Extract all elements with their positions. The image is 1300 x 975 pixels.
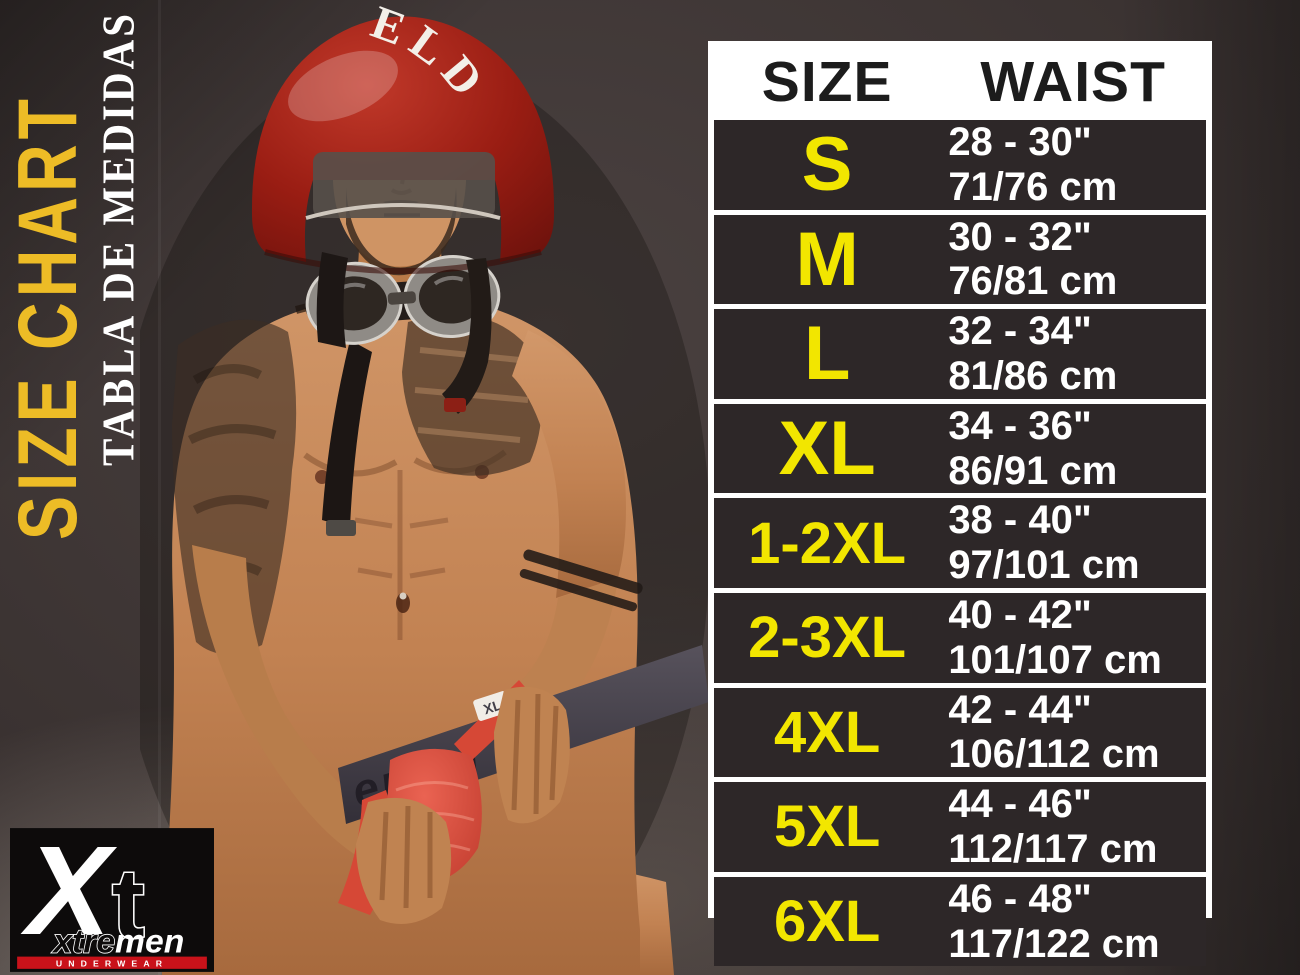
svg-text:XL: XL bbox=[481, 696, 503, 717]
helmet: ELD bbox=[251, 0, 555, 414]
waist-inches: 40 - 42" bbox=[948, 592, 1092, 637]
waist-cm: 97/101 cm bbox=[948, 543, 1140, 588]
size-value: 2-3XL bbox=[748, 605, 907, 671]
goggle-strap bbox=[322, 340, 372, 528]
table-row: 4XL 42 - 44" 106/112 cm bbox=[714, 687, 1206, 778]
waist-cm: 71/76 cm bbox=[948, 164, 1118, 209]
table-row: M 30 - 32" 76/81 cm bbox=[714, 214, 1206, 305]
column-header-waist: WAIST bbox=[980, 50, 1166, 114]
waist-cm: 117/122 cm bbox=[948, 921, 1160, 966]
column-header-size: SIZE bbox=[761, 50, 893, 114]
logo-wordmark-tail: men bbox=[115, 924, 184, 961]
logo-wordmark-head: xtre bbox=[51, 924, 115, 961]
size-table: SIZE WAIST S 28 - 30" 71/76 cm M 30 - 32"… bbox=[708, 41, 1212, 967]
size-value: L bbox=[803, 311, 851, 397]
table-body: S 28 - 30" 71/76 cm M 30 - 32" 76/81 cm L … bbox=[714, 120, 1206, 967]
waist-cm: 86/91 cm bbox=[948, 448, 1118, 493]
size-value: 1-2XL bbox=[748, 510, 907, 576]
table-row: L 32 - 34" 81/86 cm bbox=[714, 309, 1206, 399]
chin-strap bbox=[316, 252, 348, 348]
page-title: SIZE CHART bbox=[0, 94, 94, 540]
waist-inches: 46 - 48" bbox=[948, 876, 1092, 921]
armband-tattoo bbox=[519, 549, 643, 612]
waist-cm: 76/81 cm bbox=[948, 259, 1118, 304]
size-value: M bbox=[795, 216, 859, 302]
helmet-highlight bbox=[288, 50, 398, 122]
logo-monogram-x: X bbox=[20, 828, 117, 961]
table-row: 1-2XL 38 - 40" 97/101 cm bbox=[714, 498, 1206, 588]
logo-monogram-t: t bbox=[112, 848, 145, 958]
waist-cm: 101/107 cm bbox=[948, 637, 1162, 682]
waist-cm: 106/112 cm bbox=[948, 732, 1160, 777]
waist-inches: 28 - 30" bbox=[948, 120, 1092, 164]
right-hand bbox=[356, 797, 452, 924]
helmet-padding bbox=[313, 152, 495, 218]
waist-inches: 42 - 44" bbox=[948, 687, 1092, 732]
size-value: S bbox=[801, 122, 853, 208]
table-row: S 28 - 30" 71/76 cm bbox=[714, 120, 1206, 210]
chin-strap bbox=[442, 258, 492, 414]
left-hand bbox=[494, 686, 570, 824]
waist-inches: 32 - 34" bbox=[948, 309, 1092, 354]
logo-red-bar bbox=[17, 956, 207, 969]
logo-underwear-label: UNDERWEAR bbox=[56, 958, 168, 968]
size-value: 6XL bbox=[773, 889, 881, 955]
navel-piercing bbox=[396, 593, 410, 613]
waist-cm: 112/117 cm bbox=[948, 826, 1158, 871]
size-value: 4XL bbox=[773, 699, 881, 765]
waist-inches: 38 - 40" bbox=[948, 498, 1092, 543]
table-row: XL 34 - 36" 86/91 cm bbox=[714, 403, 1206, 494]
table-row: 6XL 46 - 48" 117/122 cm bbox=[714, 876, 1206, 967]
waist-inches: 34 - 36" bbox=[948, 403, 1092, 448]
table-row: 2-3XL 40 - 42" 101/107 cm bbox=[714, 592, 1206, 683]
table-header-row: SIZE WAIST bbox=[714, 47, 1206, 117]
waist-cm: 81/86 cm bbox=[948, 353, 1118, 398]
size-value: XL bbox=[778, 406, 876, 492]
page-subtitle: TABLA DE MEDIDAS bbox=[92, 10, 144, 466]
table-row: 5XL 44 - 46" 112/117 cm bbox=[714, 782, 1206, 872]
waist-inches: 44 - 46" bbox=[948, 782, 1092, 827]
waist-inches: 30 - 32" bbox=[948, 214, 1092, 259]
xtremen-logo: X t xtre men UNDERWEAR bbox=[10, 828, 214, 972]
size-value: 5XL bbox=[773, 794, 881, 860]
